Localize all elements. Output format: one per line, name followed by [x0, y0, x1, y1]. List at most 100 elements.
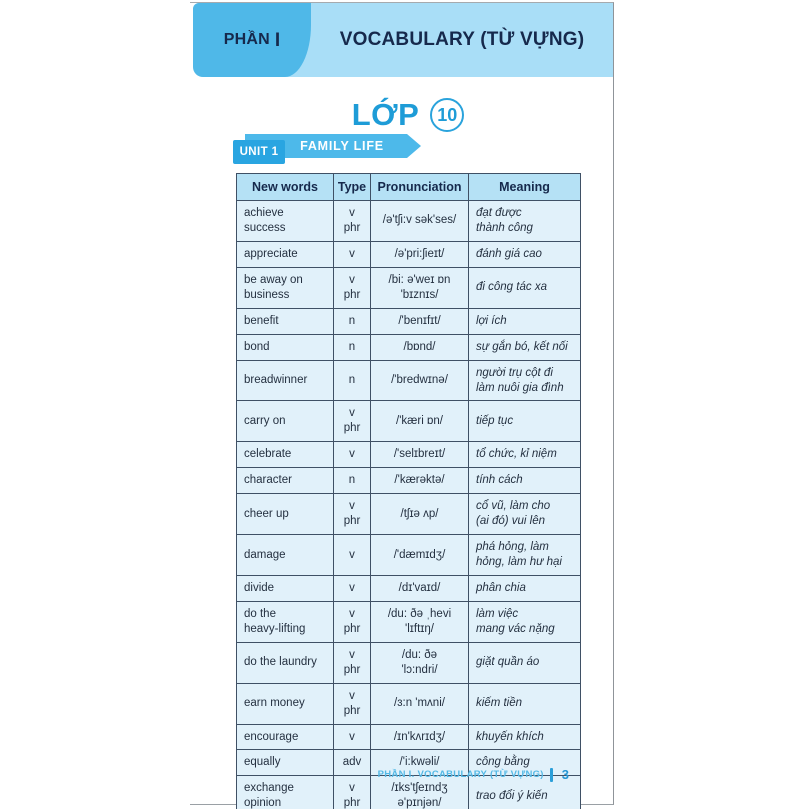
column-header-type: Type [333, 173, 371, 201]
word-cell: cheer up [236, 493, 334, 536]
type-cell: v phr [333, 641, 371, 684]
part-number: I [274, 29, 281, 51]
word-cell: damage [236, 534, 334, 576]
word-cell: do the heavy-lifting [236, 600, 334, 643]
column-header-meaning: Meaning [468, 173, 581, 201]
meaning-cell: làm việc mang vác nặng [468, 600, 581, 643]
pronunciation-cell: /dɪ'vaɪd/ [370, 574, 469, 602]
word-cell: encourage [236, 723, 334, 751]
meaning-cell: sự gắn bó, kết nối [468, 333, 581, 361]
page-number: 3 [561, 767, 569, 782]
meaning-cell: tổ chức, kỉ niệm [468, 441, 581, 469]
word-cell: exchange opinion [236, 775, 334, 809]
grade-label: LỚP [351, 97, 420, 132]
meaning-cell: công bằng [468, 749, 581, 777]
pronunciation-cell: /'kærəktə/ [370, 467, 469, 495]
meaning-cell: đánh giá cao [468, 240, 581, 268]
word-cell: earn money [236, 682, 334, 725]
pronunciation-cell: /'benɪfɪt/ [370, 307, 469, 335]
column-header-new-words: New words [236, 173, 334, 201]
word-cell: carry on [236, 400, 334, 443]
pronunciation-cell: /'bredwɪnə/ [370, 359, 469, 402]
table-row: encourage v/ɪn'kʌrɪdʒ/khuyến khích [236, 723, 581, 751]
table-row: do the heavy-lifting v phr/du: ðə ˌhevi '… [236, 600, 581, 643]
pronunciation-cell: /ɜ:n 'mʌni/ [370, 682, 469, 725]
meaning-cell: phá hỏng, làm hỏng, làm hư hại [468, 534, 581, 576]
book-page: PHẦN I VOCABULARY (TỪ VỰNG) LỚP 10 FAMIL… [190, 2, 614, 809]
type-cell: v phr [333, 600, 371, 643]
word-cell: bond [236, 333, 334, 361]
meaning-cell: cổ vũ, làm cho (ai đó) vui lên [468, 493, 581, 536]
pronunciation-cell: /'selɪbreɪt/ [370, 441, 469, 469]
type-cell: adv [333, 749, 371, 777]
part-title-wrap: VOCABULARY (TỪ VỰNG) [311, 3, 613, 77]
type-cell: n [333, 467, 371, 495]
table-row: celebrate v/'selɪbreɪt/tổ chức, kỉ niệm [236, 441, 581, 469]
unit-badge: UNIT 1 [233, 140, 285, 164]
pronunciation-cell: /du: ðə ˌhevi 'lɪftɪŋ/ [370, 600, 469, 643]
table-row: equally adv/'i:kwəli/công bằng [236, 749, 581, 777]
type-cell: n [333, 307, 371, 335]
part-tab: PHẦN I [193, 3, 311, 77]
pronunciation-cell: /ə'tʃi:v sək'ses/ [370, 200, 469, 242]
type-cell: v phr [333, 200, 371, 242]
table-row: achieve success v phr/ə'tʃi:v sək'ses/đạt… [236, 200, 581, 242]
table-row: damage v/'dæmɪdʒ/phá hỏng, làm hỏng, làm … [236, 534, 581, 576]
meaning-cell: tính cách [468, 467, 581, 495]
word-cell: celebrate [236, 441, 334, 469]
table-row: earn money v phr/ɜ:n 'mʌni/kiếm tiền [236, 682, 581, 725]
meaning-cell: trao đổi ý kiến [468, 775, 581, 809]
table-row: appreciate v/ə'pri:ʃieɪt/đánh giá cao [236, 240, 581, 268]
grade-number: 10 [437, 104, 458, 125]
word-cell: appreciate [236, 240, 334, 268]
pronunciation-cell: /bɒnd/ [370, 333, 469, 361]
table-row: do the laundry v phr/du: ðə 'lɔ:ndri/giặt… [236, 641, 581, 684]
unit-name: FAMILY LIFE [300, 139, 384, 153]
grade-title: LỚP 10 [236, 95, 580, 135]
type-cell: v [333, 240, 371, 268]
type-cell: v phr [333, 775, 371, 809]
part-header: PHẦN I VOCABULARY (TỪ VỰNG) [193, 3, 613, 77]
word-cell: equally [236, 749, 334, 777]
pronunciation-cell: /'i:kwəli/ [370, 749, 469, 777]
meaning-cell: đi công tác xa [468, 266, 581, 309]
part-label: PHẦN [223, 31, 270, 48]
word-cell: do the laundry [236, 641, 334, 684]
word-cell: achieve success [236, 200, 334, 242]
table-row: divide v/dɪ'vaɪd/phân chia [236, 574, 581, 602]
meaning-cell: phân chia [468, 574, 581, 602]
meaning-cell: giặt quần áo [468, 641, 581, 684]
pronunciation-cell: /bi: ə'weɪ ɒn 'bɪznɪs/ [370, 266, 469, 309]
word-cell: divide [236, 574, 334, 602]
column-header-pronunciation: Pronunciation [370, 173, 469, 201]
grade-number-circle: 10 [430, 98, 465, 132]
table-row: exchange opinion v phr/ɪks'tʃeɪndʒ ə'pɪnj… [236, 775, 581, 809]
table-row: cheer up v phr/tʃɪə ʌp/cổ vũ, làm cho (ai… [236, 493, 581, 536]
pronunciation-cell: /ɪks'tʃeɪndʒ ə'pɪnjən/ [370, 775, 469, 809]
pronunciation-cell: /'dæmɪdʒ/ [370, 534, 469, 576]
type-cell: v phr [333, 493, 371, 536]
page-footer: PHẦN I. VOCABULARY (TỪ VỰNG) 3 [378, 767, 569, 782]
meaning-cell: tiếp tục [468, 400, 581, 443]
meaning-cell: khuyến khích [468, 723, 581, 751]
word-cell: be away on business [236, 266, 334, 309]
pronunciation-cell: /tʃɪə ʌp/ [370, 493, 469, 536]
footer-separator [549, 767, 553, 782]
type-cell: n [333, 333, 371, 361]
pronunciation-cell: /ɪn'kʌrɪdʒ/ [370, 723, 469, 751]
pronunciation-cell: /'kæri ɒn/ [370, 400, 469, 443]
type-cell: v [333, 574, 371, 602]
word-cell: benefit [236, 307, 334, 335]
part-title: VOCABULARY (TỪ VỰNG) [339, 29, 585, 50]
meaning-cell: người trụ cột đi làm nuôi gia đình [468, 359, 581, 402]
table-row: carry on v phr/'kæri ɒn/tiếp tục [236, 400, 581, 443]
table-row: character n/'kærəktə/tính cách [236, 467, 581, 495]
meaning-cell: đạt được thành công [468, 200, 581, 242]
type-cell: v phr [333, 400, 371, 443]
table-header-row: New words Type Pronunciation Meaning [236, 173, 581, 201]
pronunciation-cell: /ə'pri:ʃieɪt/ [370, 240, 469, 268]
vocab-table: New words Type Pronunciation Meaning ach… [236, 173, 581, 809]
table-row: bond n/bɒnd/sự gắn bó, kết nối [236, 333, 581, 361]
type-cell: n [333, 359, 371, 402]
table-row: be away on business v phr/bi: ə'weɪ ɒn 'b… [236, 266, 581, 309]
